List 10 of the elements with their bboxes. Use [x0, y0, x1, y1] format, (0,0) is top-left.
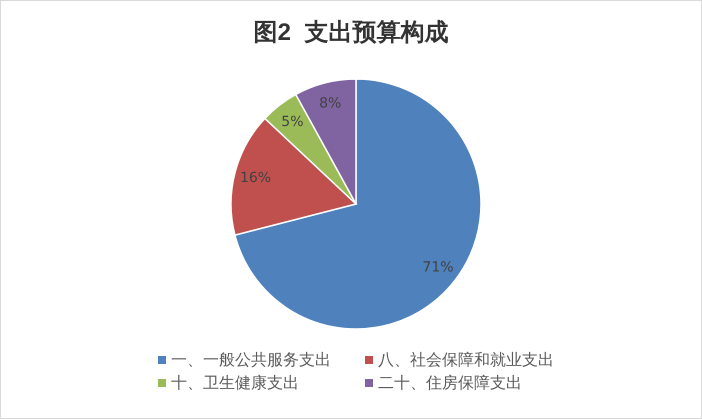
data-label: 71% [422, 260, 454, 276]
pie-slice [234, 78, 482, 330]
legend-label: 一、一般公共服务支出 [171, 350, 331, 370]
chart-title: 图2 支出预算构成 [252, 18, 450, 48]
data-label: 16% [240, 170, 272, 186]
legend-label: 二十、住房保障支出 [378, 374, 522, 394]
legend-label: 十、卫生健康支出 [171, 374, 299, 394]
data-label: 8% [319, 96, 342, 112]
legend-label: 八、社会保障和就业支出 [378, 350, 554, 370]
data-label: 5% [281, 114, 304, 130]
